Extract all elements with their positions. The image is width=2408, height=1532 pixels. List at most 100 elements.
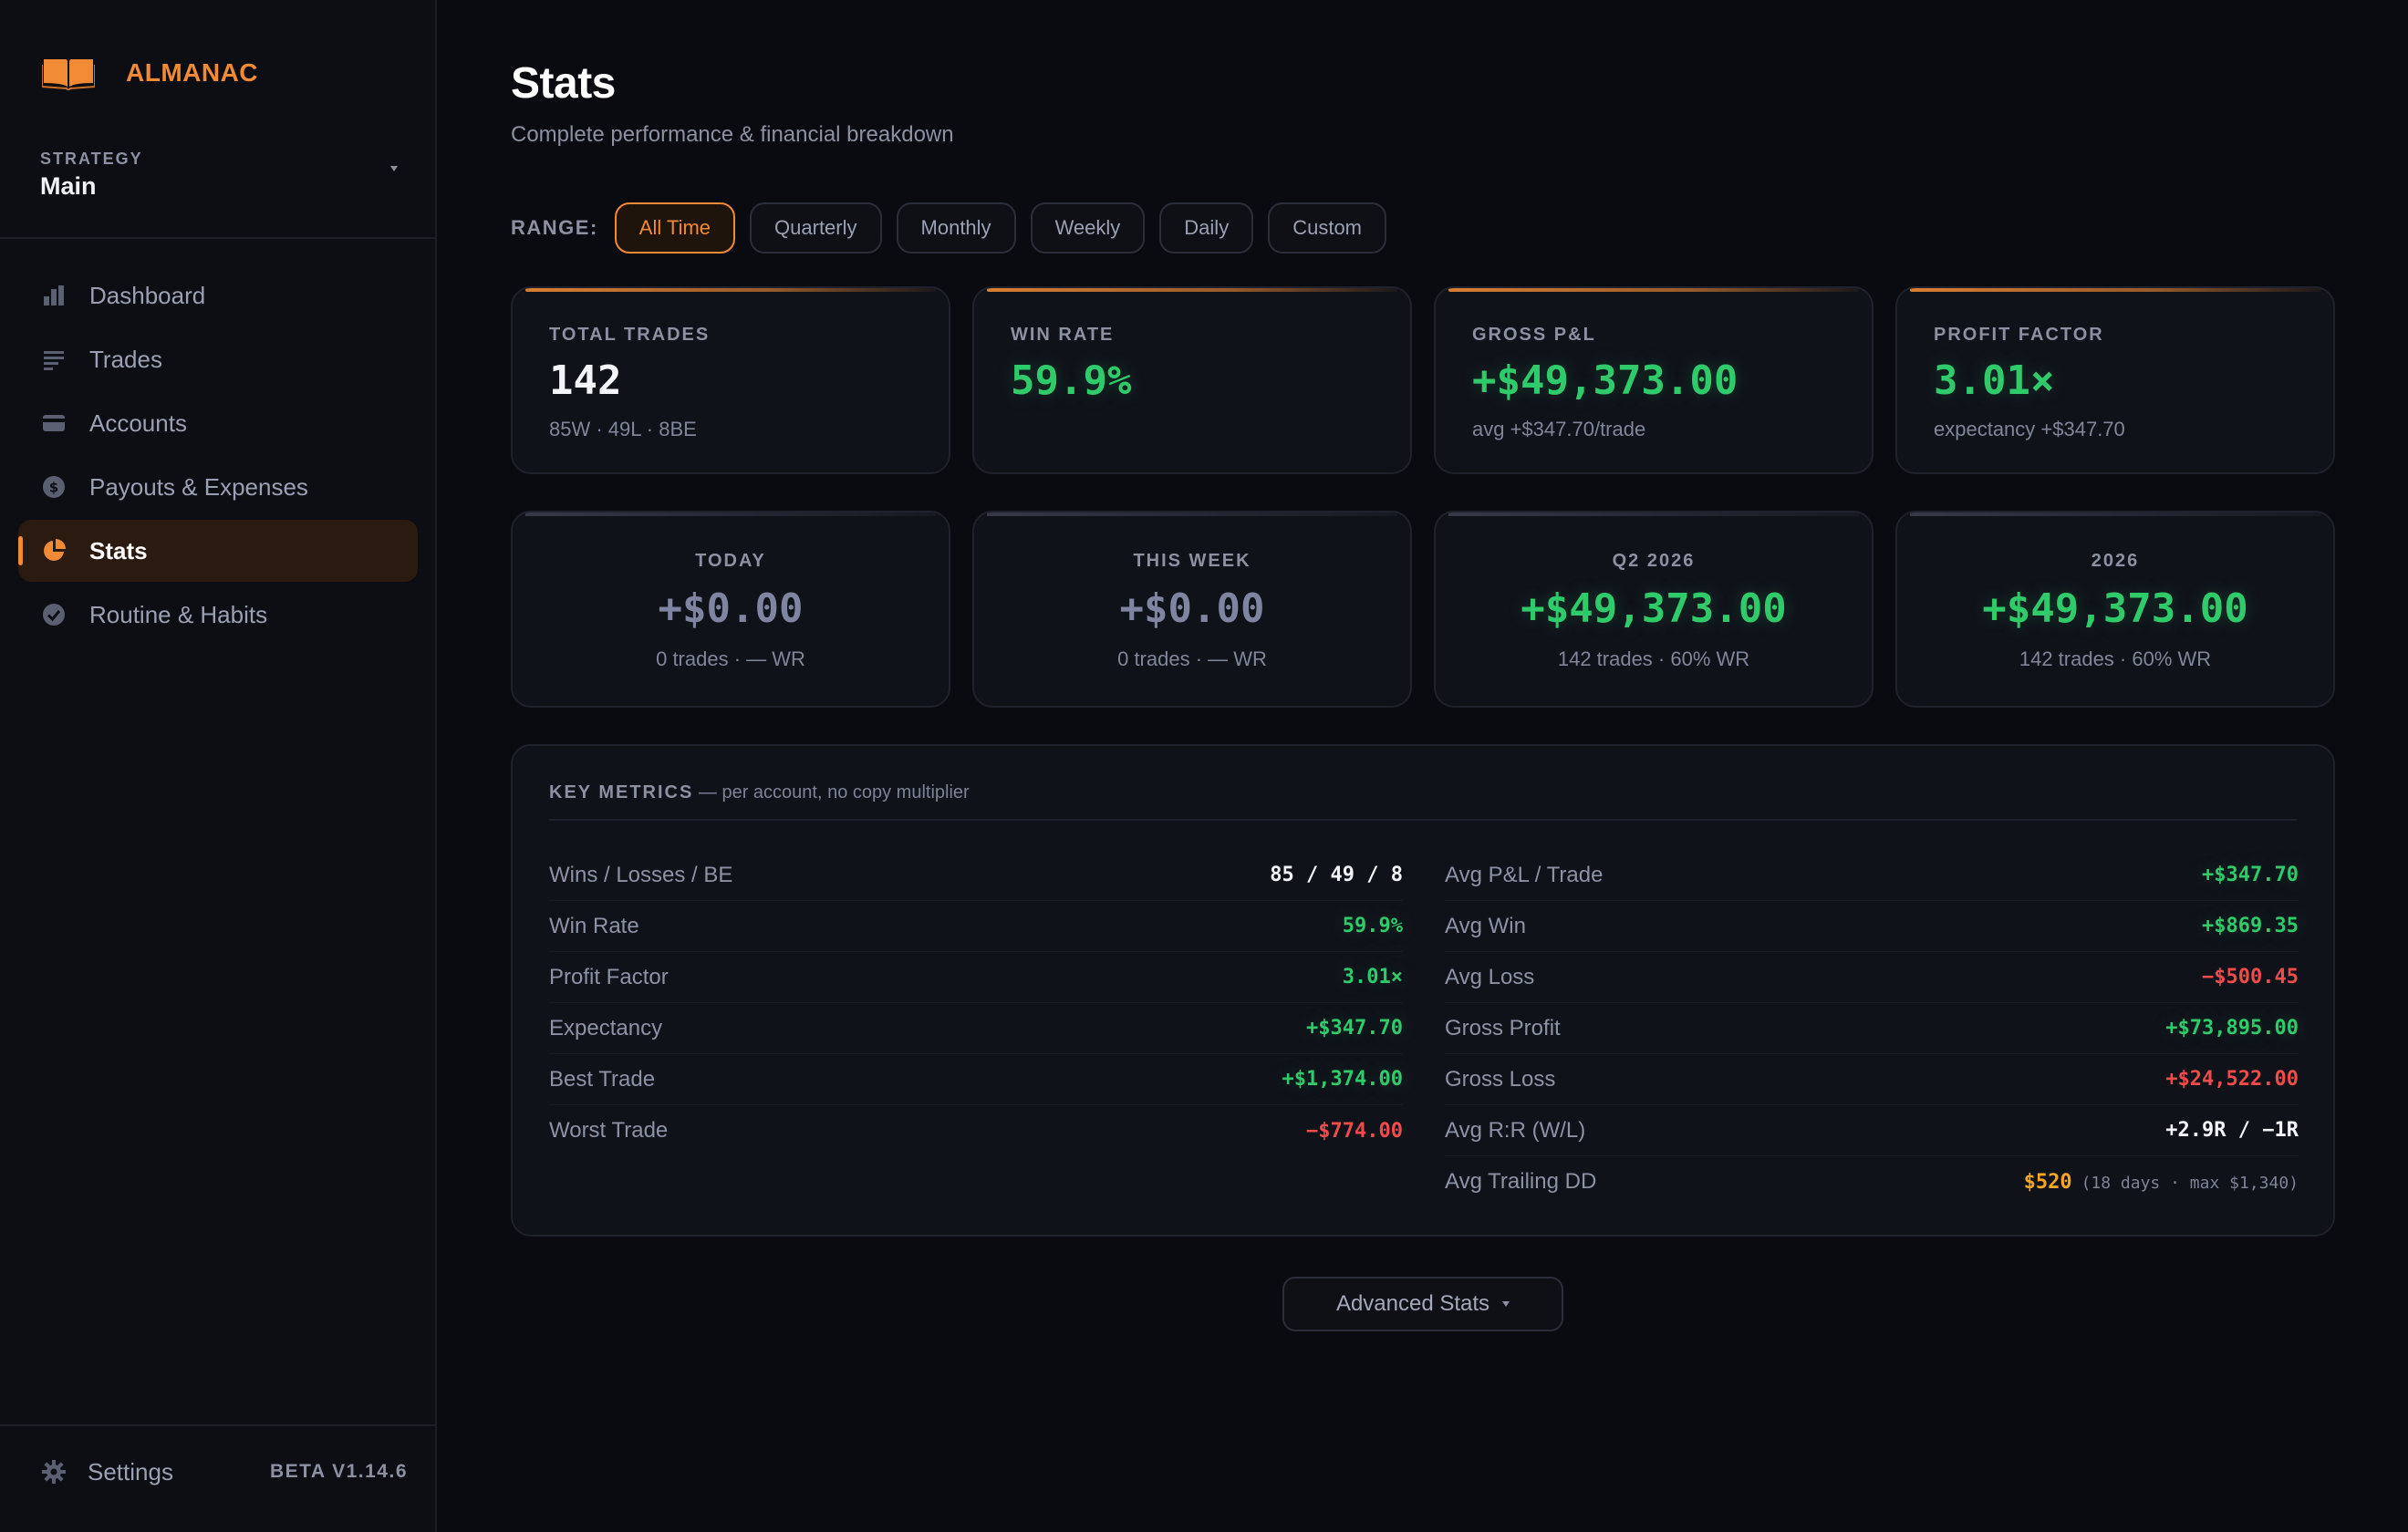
sidebar-item-dashboard[interactable]: Dashboard — [18, 264, 418, 326]
key-metrics-panel: KEY METRICS — per account, no copy multi… — [511, 744, 2335, 1237]
period-card-quarter: Q2 2026 +$49,373.00 142 trades · 60% WR — [1434, 511, 1873, 708]
stat-label: GROSS P&L — [1472, 325, 1596, 345]
sidebar-item-routine-habits[interactable]: Routine & Habits — [18, 584, 418, 646]
stat-sub: avg +$347.70/trade — [1472, 418, 1646, 440]
settings-label: Settings — [88, 1457, 173, 1485]
metric-value: +2.9R / −1R — [2165, 1119, 2299, 1142]
sidebar-item-label: Stats — [89, 536, 148, 564]
metric-key: Avg P&L / Trade — [1445, 862, 1604, 887]
metric-value: $520 — [2023, 1170, 2072, 1194]
stat-label: TOTAL TRADES — [549, 325, 711, 345]
metric-value: +$24,522.00 — [2165, 1068, 2299, 1091]
stat-sub: 85W · 49L · 8BE — [549, 418, 697, 440]
pie-chart-icon — [44, 539, 66, 561]
sidebar-item-accounts[interactable]: Accounts — [18, 392, 418, 454]
stat-label: WIN RATE — [1011, 325, 1115, 345]
metric-key: Avg R:R (W/L) — [1445, 1117, 1586, 1143]
metric-value: −$500.45 — [2202, 966, 2299, 989]
metrics-column-left: Wins / Losses / BE 85 / 49 / 8 Win Rate … — [549, 850, 1403, 1156]
metric-key: Expectancy — [549, 1015, 663, 1040]
stat-card-gross-pnl: GROSS P&L +$49,373.00 avg +$347.70/trade — [1434, 286, 1873, 474]
range-option-monthly[interactable]: Monthly — [896, 202, 1016, 254]
stat-value: 142 — [549, 357, 622, 404]
stat-value: 3.01× — [1934, 357, 2055, 404]
sidebar-item-payouts-expenses[interactable]: $ Payouts & Expenses — [18, 456, 418, 518]
range-option-weekly[interactable]: Weekly — [1030, 202, 1146, 254]
metric-key: Profit Factor — [549, 964, 669, 989]
metric-key: Best Trade — [549, 1066, 656, 1092]
stat-card-profit-factor: PROFIT FACTOR 3.01× expectancy +$347.70 — [1895, 286, 2335, 474]
period-value: +$49,373.00 — [1982, 585, 2248, 632]
metric-value: +$869.35 — [2202, 915, 2299, 937]
metric-row: Best Trade +$1,374.00 — [549, 1054, 1403, 1105]
sidebar-item-stats[interactable]: Stats — [18, 520, 418, 582]
settings-link[interactable]: Settings — [42, 1454, 173, 1490]
divider — [549, 819, 2297, 821]
range-option-daily[interactable]: Daily — [1159, 202, 1254, 254]
stat-card-total-trades: TOTAL TRADES 142 85W · 49L · 8BE — [511, 286, 950, 474]
metric-key: Win Rate — [549, 913, 639, 938]
metric-row: Worst Trade −$774.00 — [549, 1105, 1403, 1156]
key-metrics-title: KEY METRICS — per account, no copy multi… — [549, 782, 970, 803]
brand-name: ALMANAC — [126, 58, 259, 87]
metric-value: −$774.00 — [1306, 1119, 1403, 1143]
sidebar-item-label: Payouts & Expenses — [89, 472, 308, 501]
period-value: +$0.00 — [1119, 585, 1265, 632]
metric-value: +$347.70 — [1306, 1017, 1403, 1040]
advanced-stats-button[interactable]: Advanced Stats — [1282, 1277, 1563, 1331]
period-label: THIS WEEK — [1133, 551, 1251, 571]
metric-row: Win Rate 59.9% — [549, 901, 1403, 952]
metric-value: 3.01× — [1342, 966, 1403, 989]
sidebar-item-label: Accounts — [89, 409, 187, 437]
period-sub: 0 trades · — WR — [656, 647, 805, 670]
key-metrics-heading: KEY METRICS — [549, 782, 694, 802]
range-option-all-time[interactable]: All Time — [614, 202, 736, 254]
main-content: Stats Complete performance & financial b… — [511, 0, 2335, 1532]
sidebar-nav: Dashboard Trades Accounts $ Payouts & E — [18, 264, 418, 647]
period-card-year: 2026 +$49,373.00 142 trades · 60% WR — [1895, 511, 2335, 708]
chevron-down-icon — [1502, 1301, 1510, 1307]
metric-row: Avg P&L / Trade +$347.70 — [1445, 850, 2299, 901]
period-label: 2026 — [2091, 551, 2140, 571]
strategy-label: STRATEGY — [40, 150, 143, 168]
brand[interactable]: ALMANAC — [42, 55, 258, 91]
period-card-today: TODAY +$0.00 0 trades · — WR — [511, 511, 950, 708]
metric-row: Profit Factor 3.01× — [549, 952, 1403, 1003]
metric-key: Gross Loss — [1445, 1066, 1556, 1092]
range-option-custom[interactable]: Custom — [1268, 202, 1386, 254]
metric-key: Gross Profit — [1445, 1015, 1561, 1040]
period-sub: 142 trades · 60% WR — [2019, 647, 2212, 670]
stat-sub: expectancy +$347.70 — [1934, 418, 2125, 440]
divider — [0, 237, 435, 239]
list-icon — [44, 351, 64, 370]
metric-row: Gross Profit +$73,895.00 — [1445, 1003, 2299, 1054]
metric-key: Wins / Losses / BE — [549, 862, 733, 887]
stat-value: +$49,373.00 — [1472, 357, 1739, 404]
key-metrics-note: — per account, no copy multiplier — [698, 782, 970, 802]
period-value: +$49,373.00 — [1521, 585, 1787, 632]
check-circle-icon — [43, 604, 65, 626]
stat-label: PROFIT FACTOR — [1934, 325, 2104, 345]
metric-row: Avg Loss −$500.45 — [1445, 952, 2299, 1003]
metric-value: +$73,895.00 — [2165, 1017, 2299, 1040]
metric-key: Avg Win — [1445, 913, 1526, 938]
range-label: RANGE: — [511, 216, 598, 239]
metric-value: +$347.70 — [2202, 864, 2299, 886]
sidebar-item-trades[interactable]: Trades — [18, 328, 418, 390]
metric-row: Avg R:R (W/L) +2.9R / −1R — [1445, 1105, 2299, 1156]
gear-icon — [42, 1460, 66, 1484]
divider — [0, 1424, 435, 1426]
sidebar-item-label: Trades — [89, 345, 162, 373]
metric-row: Avg Trailing DD $520 (18 days · max $1,34… — [1445, 1156, 2299, 1207]
strategy-selector[interactable]: STRATEGY Main — [40, 150, 398, 201]
range-selector: RANGE: All Time Quarterly Monthly Weekly… — [511, 202, 1401, 254]
page-title: Stats — [511, 59, 616, 108]
stat-card-win-rate: WIN RATE 59.9% — [972, 286, 1412, 474]
metric-extra: (18 days · max $1,340) — [2081, 1173, 2299, 1193]
metric-key: Avg Trailing DD — [1445, 1169, 1597, 1194]
bar-chart-icon — [44, 285, 64, 305]
range-option-quarterly[interactable]: Quarterly — [750, 202, 882, 254]
version-badge: BETA V1.14.6 — [269, 1461, 408, 1482]
open-book-icon — [42, 59, 95, 90]
strategy-value: Main — [40, 172, 97, 200]
